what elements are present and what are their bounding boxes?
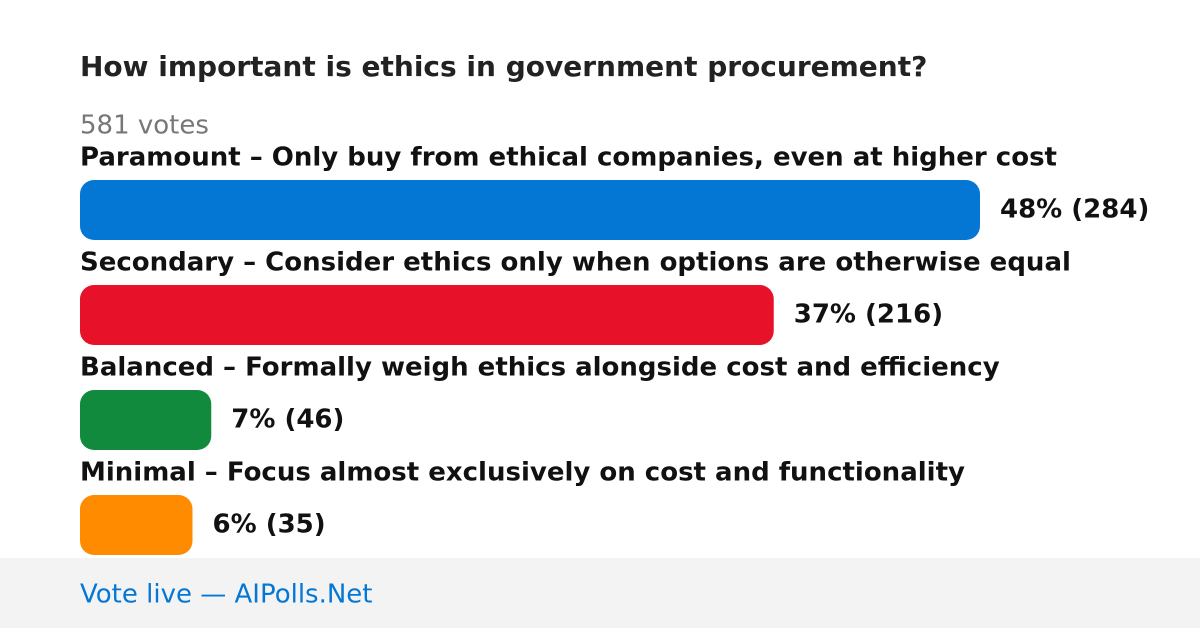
option-label: Paramount – Only buy from ethical compan…	[80, 143, 1057, 173]
bar	[80, 285, 774, 345]
bar	[80, 390, 212, 450]
footer-bar	[0, 558, 1200, 628]
footer-link[interactable]: Vote live — AIPolls.Net	[80, 580, 373, 610]
value-label: 6% (35)	[213, 510, 326, 540]
option-label: Secondary – Consider ethics only when op…	[80, 248, 1071, 278]
value-label: 7% (46)	[231, 405, 344, 435]
bar	[80, 180, 980, 240]
value-label: 37% (216)	[794, 300, 943, 330]
poll-title: How important is ethics in government pr…	[80, 50, 927, 83]
bar	[80, 495, 193, 555]
option-label: Minimal – Focus almost exclusively on co…	[80, 458, 965, 488]
value-label: 48% (284)	[1000, 195, 1149, 225]
option-label: Balanced – Formally weigh ethics alongsi…	[80, 353, 1000, 383]
vote-count: 581 votes	[80, 111, 209, 141]
